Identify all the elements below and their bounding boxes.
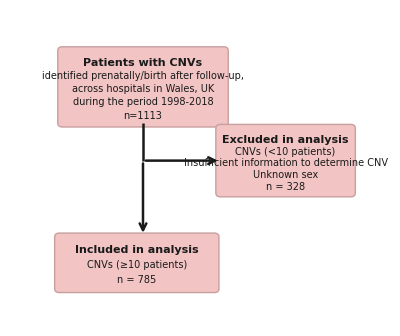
FancyBboxPatch shape bbox=[55, 233, 219, 293]
Text: CNVs (≥10 patients): CNVs (≥10 patients) bbox=[87, 260, 187, 270]
FancyBboxPatch shape bbox=[216, 124, 355, 197]
Text: Included in analysis: Included in analysis bbox=[75, 245, 199, 255]
Text: Excluded in analysis: Excluded in analysis bbox=[222, 135, 349, 145]
Text: Patients with CNVs: Patients with CNVs bbox=[84, 58, 202, 68]
Text: Insufficient information to determine CNV: Insufficient information to determine CN… bbox=[184, 158, 388, 168]
Text: across hospitals in Wales, UK: across hospitals in Wales, UK bbox=[72, 84, 214, 94]
Text: during the period 1998-2018: during the period 1998-2018 bbox=[73, 97, 213, 108]
Text: Unknown sex: Unknown sex bbox=[253, 170, 318, 180]
Text: CNVs (<10 patients): CNVs (<10 patients) bbox=[236, 146, 336, 157]
Text: n = 785: n = 785 bbox=[117, 275, 156, 285]
Text: n = 328: n = 328 bbox=[266, 182, 305, 192]
Text: identified prenatally/birth after follow-up,: identified prenatally/birth after follow… bbox=[42, 71, 244, 81]
FancyBboxPatch shape bbox=[58, 47, 228, 127]
Text: n=1113: n=1113 bbox=[124, 111, 162, 121]
